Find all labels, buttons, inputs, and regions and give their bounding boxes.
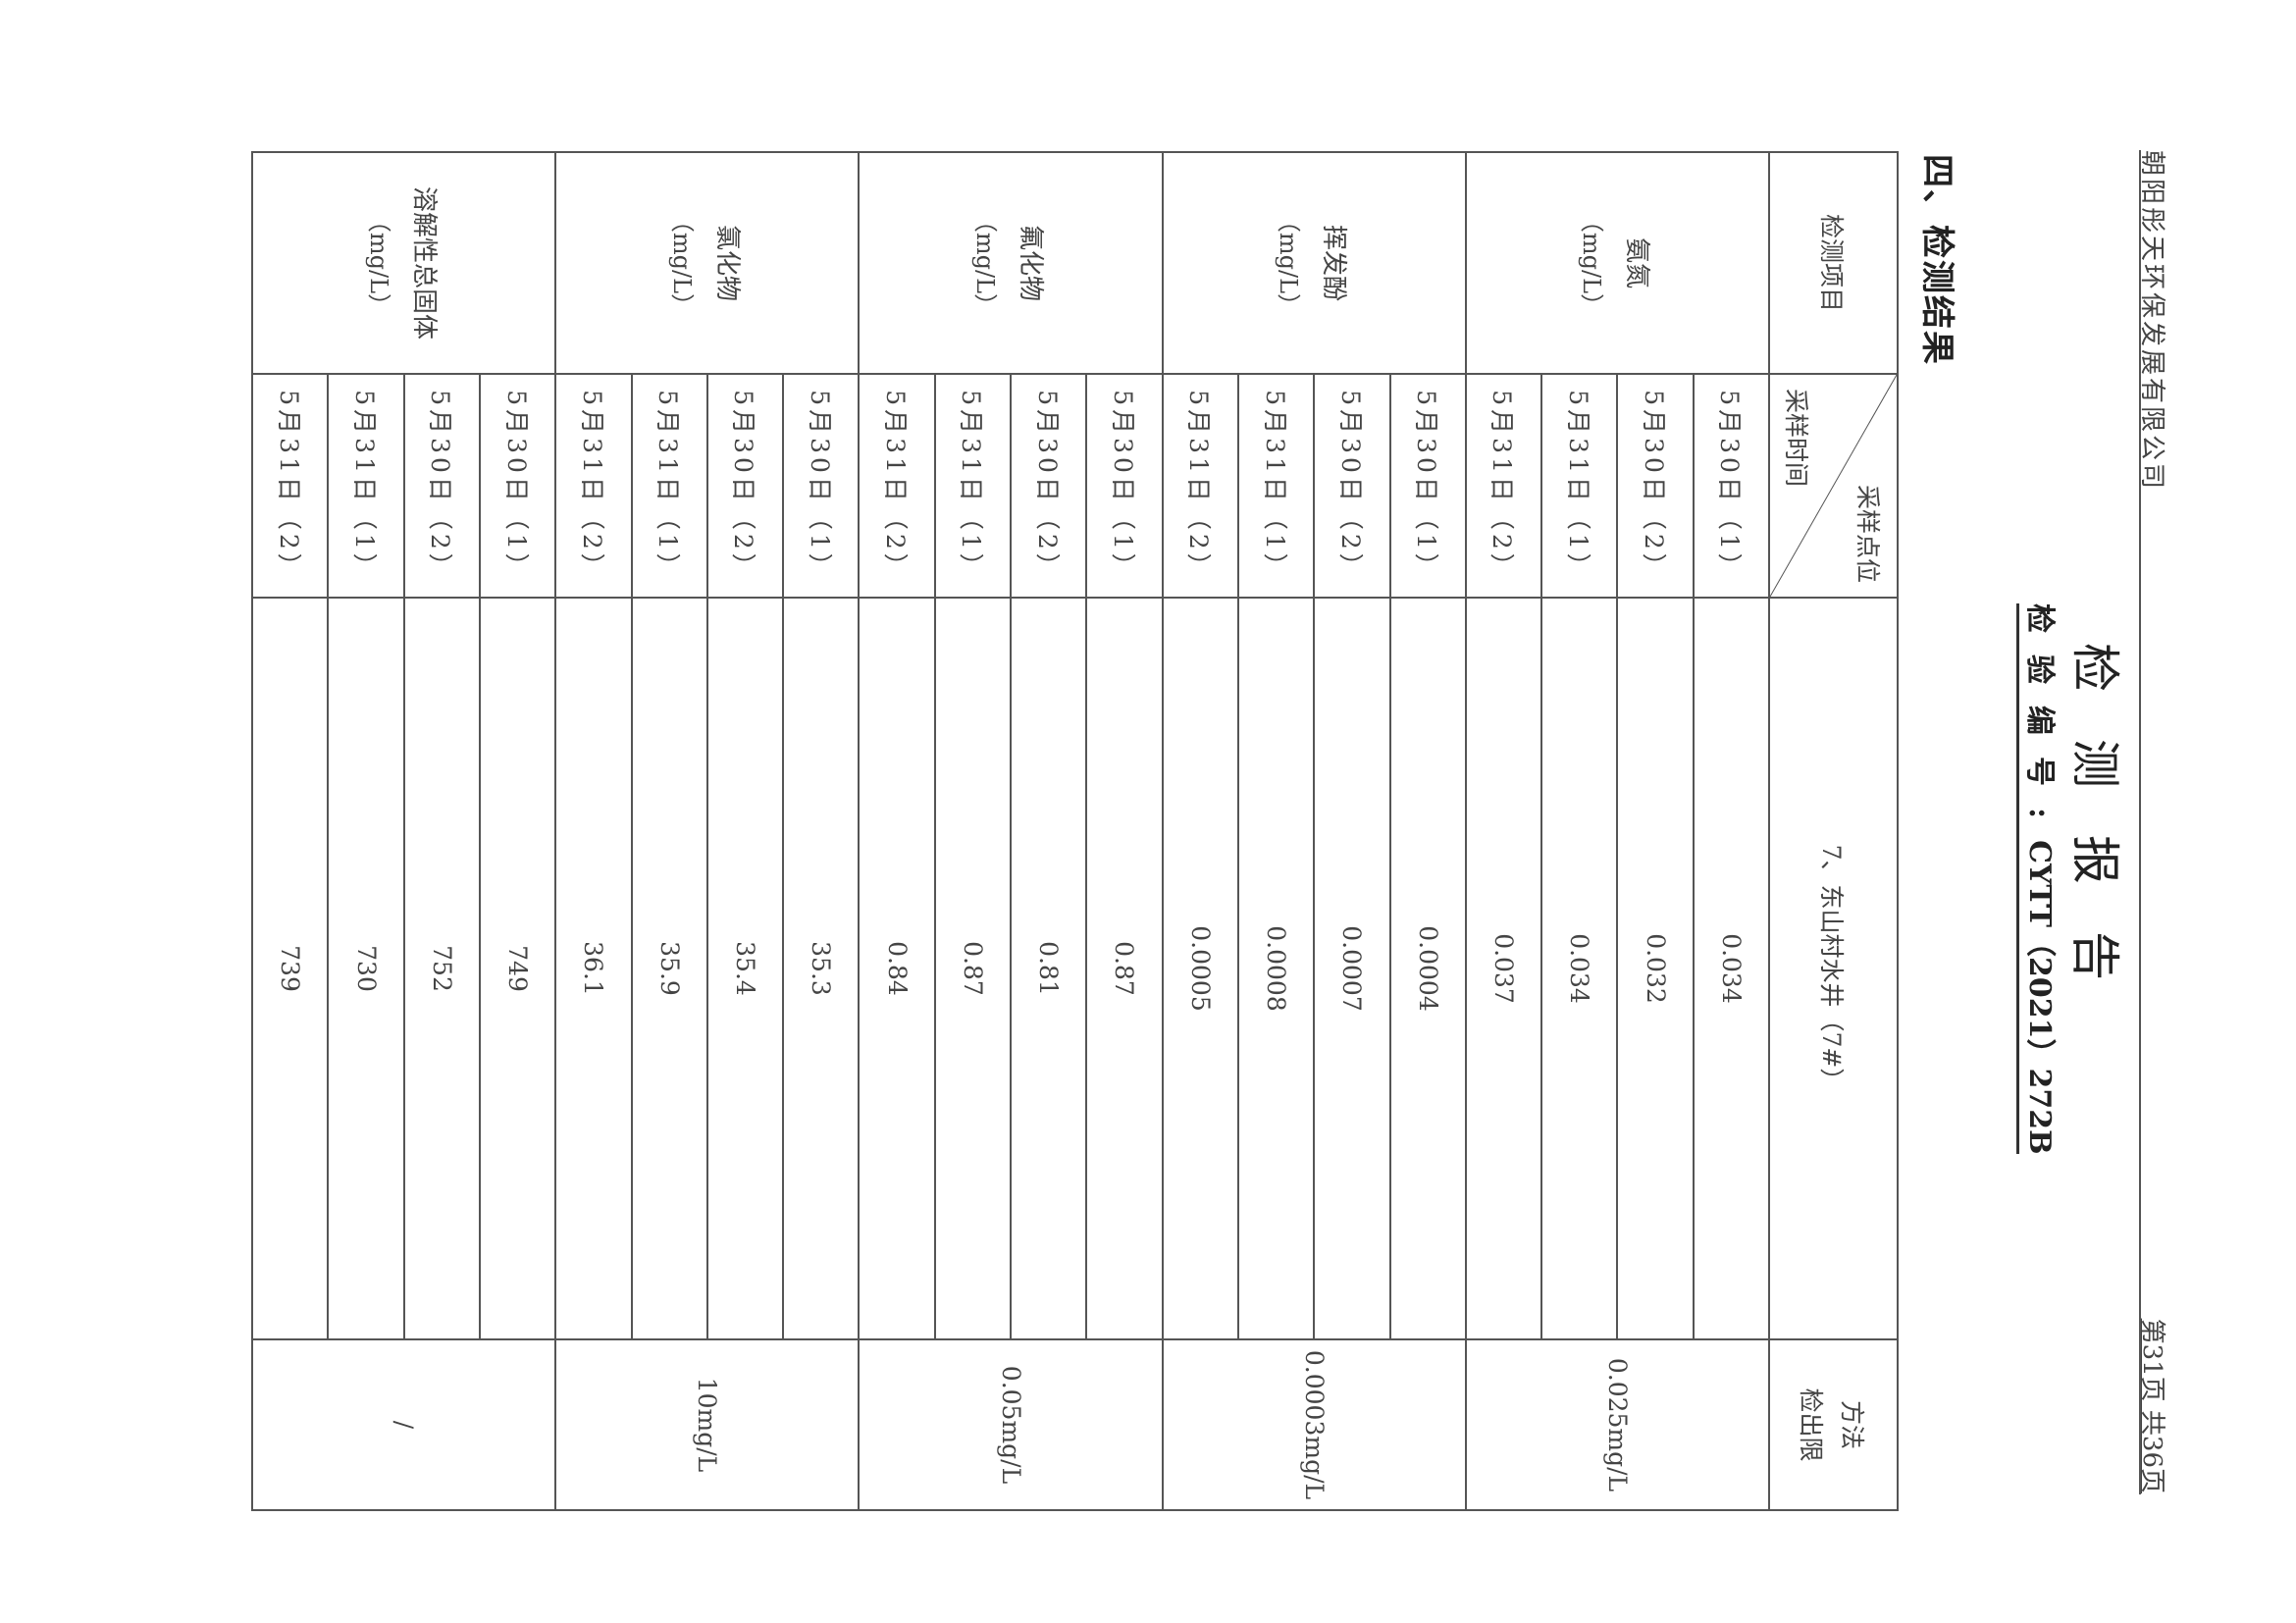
result-value: 0.0004 [1389,598,1466,1339]
sampling-date: 5月30日（1） [1389,374,1466,598]
item-unit: （mg/L） [1275,208,1303,318]
table-row: 氯化物 （mg/L） 5月30日（1） 35.3 10mg/L [555,152,860,1510]
report-code-label: 检验编号: [2022,603,2057,841]
report-code: 检验编号:CYTT（2021）272B [2016,603,2064,1155]
sampling-date: 5月30日（2） [1617,374,1694,598]
header-rule [2139,150,2141,1494]
result-value: 730 [328,598,404,1339]
sampling-date: 5月30日（1） [783,374,860,598]
item-unit: （mg/L） [1578,208,1606,318]
sampling-date: 5月31日（2） [555,374,632,598]
sampling-date: 5月30日（2） [1314,374,1390,598]
result-value: 0.0005 [1162,598,1238,1339]
result-value: 0.0008 [1237,598,1315,1339]
result-value: 36.1 [555,598,632,1339]
limit-header-line2: 检出限 [1797,1387,1826,1462]
item-unit: （mg/L） [667,208,696,318]
sampling-date: 5月30日（1） [479,374,556,598]
result-value: 35.9 [631,598,707,1339]
result-value: 0.034 [1693,598,1769,1339]
item-name: 氟化物 [1016,224,1046,301]
sampling-date: 5月31日（2） [1465,374,1542,598]
result-value: 0.037 [1465,598,1542,1339]
item-header: 检测项目 [1769,152,1898,374]
sampling-time-label: 采样时间 [1782,389,1810,488]
detection-limit: 0.05mg/L [859,1339,1163,1510]
results-table: 检测项目 采样点位 采样时间 7、东山村水井（7#） 方法 检出限 氨氮 （mg/… [251,151,1899,1511]
item-name: 氯化物 [711,224,742,301]
diagonal-line [1770,375,1897,597]
item-unit: （mg/L） [364,208,392,318]
sampling-date: 5月31日（1） [328,374,404,598]
sampling-date: 5月30日（1） [1086,374,1163,598]
sampling-date: 5月31日（1） [934,374,1012,598]
sampling-date: 5月31日（2） [859,374,935,598]
sampling-date: 5月31日（1） [1541,374,1618,598]
item-cell: 溶解性总固体 （mg/L） [252,152,556,374]
result-value: 35.4 [706,598,784,1339]
item-cell: 氟化物 （mg/L） [859,152,1163,374]
result-value: 0.84 [859,598,935,1339]
detection-limit: 0.025mg/L [1465,1339,1769,1510]
table-row: 挥发酚 （mg/L） 5月30日（1） 0.0004 0.0003mg/L [1162,152,1466,1510]
table-row: 氟化物 （mg/L） 5月30日（1） 0.87 0.05mg/L [859,152,1163,1510]
table-row: 溶解性总固体 （mg/L） 5月30日（1） 749/ [252,152,556,1510]
result-value: 0.87 [934,598,1012,1339]
item-cell: 氨氮 （mg/L） [1465,152,1769,374]
item-unit: （mg/L） [971,208,1000,318]
result-value: 752 [403,598,480,1339]
company-name: 朝阳彤天环保发展有限公司 [2137,150,2166,493]
page-number: 第31页 共36页 [2137,1318,2166,1493]
item-cell: 挥发酚 （mg/L） [1162,152,1466,374]
detection-limit: / [252,1339,556,1510]
result-value: 0.034 [1541,598,1618,1339]
sampling-date: 5月31日（1） [1237,374,1315,598]
result-value: 749 [479,598,556,1339]
site-header: 7、东山村水井（7#） [1769,598,1898,1339]
sampling-date: 5月30日（2） [1011,374,1087,598]
table-header-row: 检测项目 采样点位 采样时间 7、东山村水井（7#） 方法 检出限 [1769,152,1898,1510]
result-value: 0.81 [1011,598,1087,1339]
report-code-value: CYTT（2021）272B [2022,840,2057,1155]
sampling-date: 5月31日（1） [631,374,707,598]
sampling-date: 5月31日（2） [1162,374,1238,598]
sampling-date: 5月30日（2） [403,374,480,598]
diagonal-header-cell: 采样点位 采样时间 [1769,374,1898,598]
result-value: 0.87 [1086,598,1163,1339]
result-value: 739 [252,598,329,1339]
detection-limit: 10mg/L [555,1339,860,1510]
result-value: 0.032 [1617,598,1694,1339]
section-title: 四、检测结果 [1917,154,1957,366]
sampling-date: 5月31日（2） [252,374,329,598]
item-cell: 氯化物 （mg/L） [555,152,860,374]
report-title: 检测报告 [2066,643,2123,1027]
sampling-date: 5月30日（1） [1693,374,1769,598]
result-value: 0.0007 [1314,598,1390,1339]
table-row: 氨氮 （mg/L） 5月30日（1） 0.034 0.025mg/L [1465,152,1769,1510]
result-value: 35.3 [783,598,860,1339]
limit-header: 方法 检出限 [1769,1339,1898,1510]
sampling-date: 5月30日（2） [706,374,784,598]
item-name: 溶解性总固体 [408,185,439,340]
sampling-site-label: 采样点位 [1853,484,1882,583]
item-name: 氨氮 [1622,236,1652,288]
detection-limit: 0.0003mg/L [1162,1339,1466,1510]
item-name: 挥发酚 [1319,224,1349,301]
limit-header-line1: 方法 [1838,1399,1867,1449]
